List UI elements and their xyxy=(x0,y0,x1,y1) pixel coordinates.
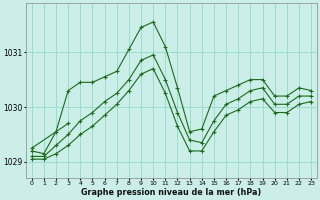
X-axis label: Graphe pression niveau de la mer (hPa): Graphe pression niveau de la mer (hPa) xyxy=(81,188,261,197)
